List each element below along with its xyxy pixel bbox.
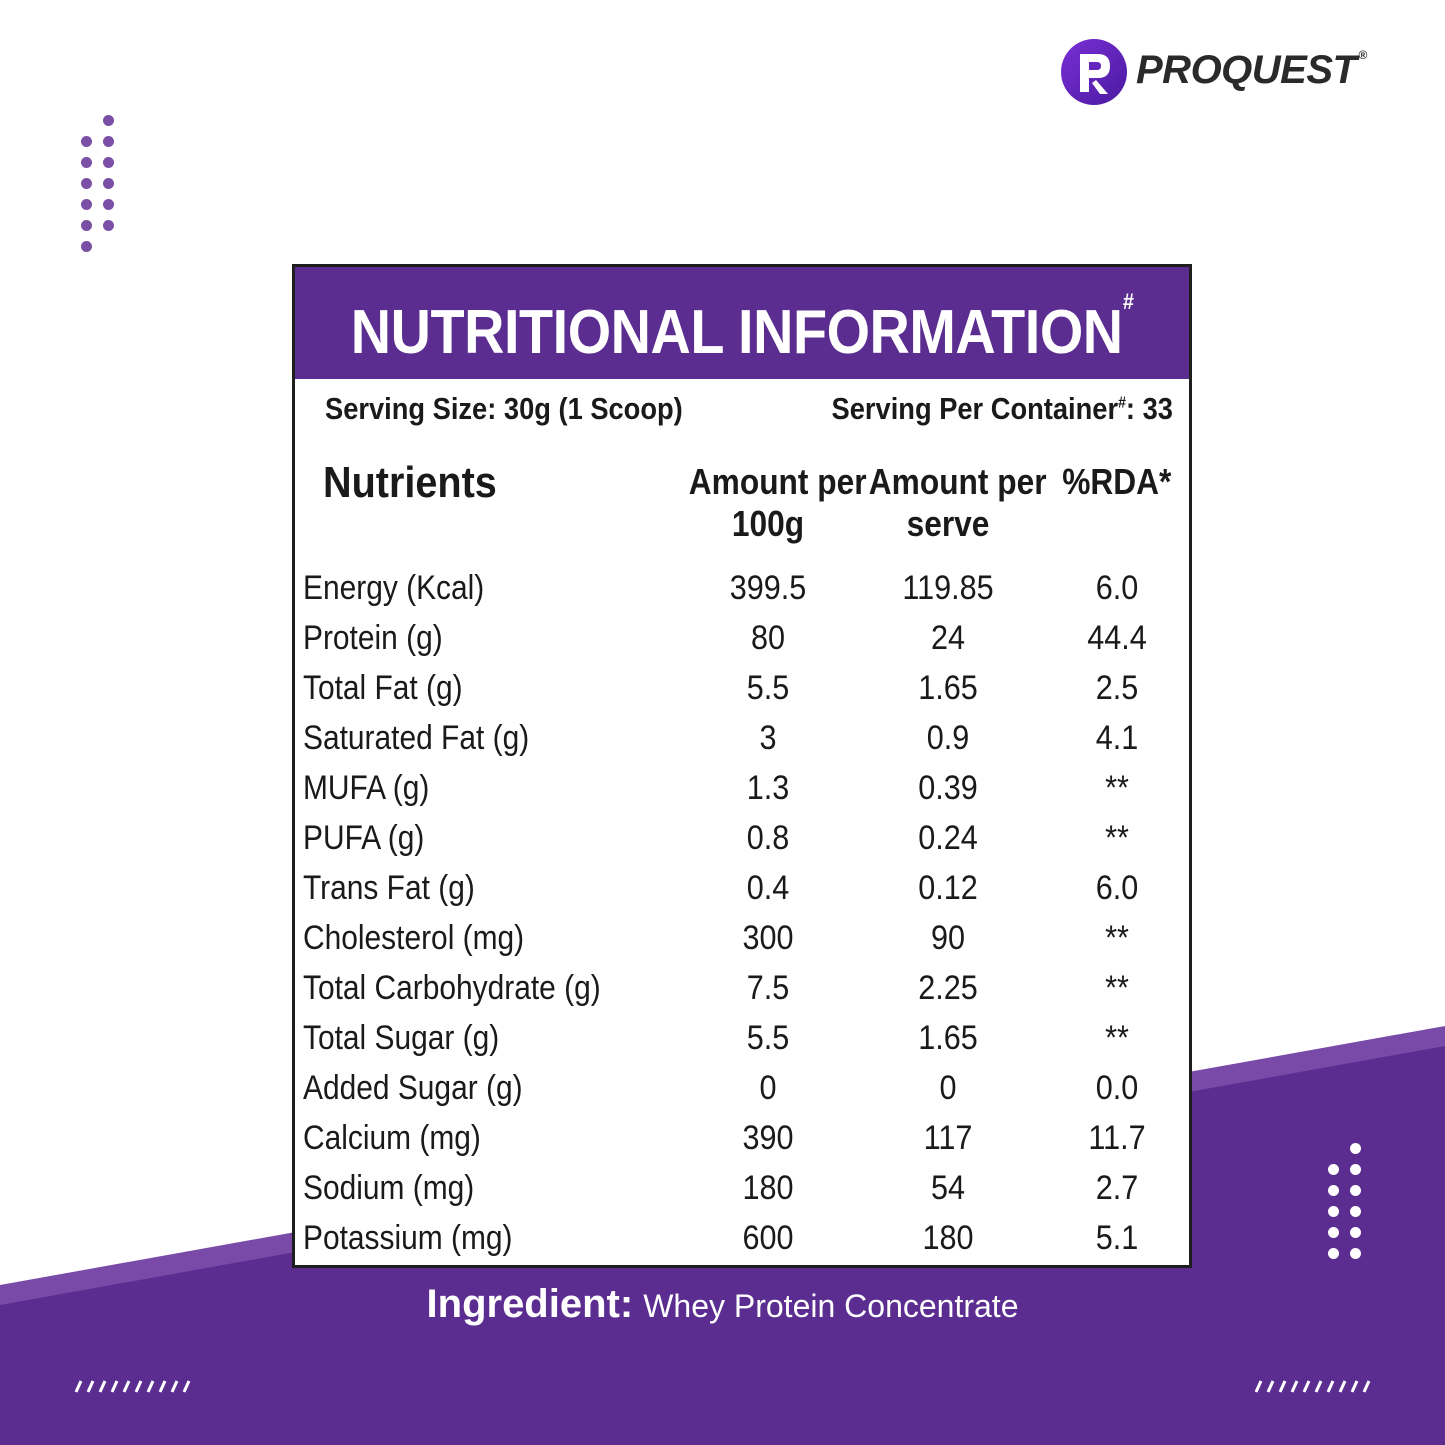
panel-title: NUTRITIONAL INFORMATION# (350, 289, 1134, 367)
table-row: Added Sugar (g) 0 0 0.0 (295, 1063, 1189, 1113)
nutrient-name: Cholesterol (mg) (303, 919, 525, 957)
table-row: Sodium (mg) 180 54 2.7 (295, 1163, 1189, 1213)
rda-value: ** (1105, 819, 1129, 857)
rda-value: 6.0 (1095, 869, 1139, 907)
amount-per-serve: 1.65 (918, 669, 978, 707)
rda-value: 5.1 (1095, 1219, 1139, 1257)
amount-per-100g: 399.5 (729, 569, 807, 607)
amount-per-100g: 5.5 (746, 669, 790, 707)
panel-header: NUTRITIONAL INFORMATION# (295, 267, 1189, 379)
nutrient-name: Sodium (mg) (303, 1169, 475, 1207)
table-row: Calcium (mg) 390 117 11.7 (295, 1113, 1189, 1163)
rda-header: %RDA* (1062, 461, 1172, 502)
amount-per-serve: 24 (930, 619, 966, 657)
amount-per-serve: 90 (930, 919, 966, 957)
dot-pattern-bottom-right (1328, 1143, 1362, 1283)
amount-per-100g: 390 (742, 1119, 794, 1157)
table-row: Cholesterol (mg) 300 90 ** (295, 913, 1189, 963)
table-row: Total Fat (g) 5.5 1.65 2.5 (295, 663, 1189, 713)
amount-per-100g: 7.5 (746, 969, 790, 1007)
nutrient-name: Potassium (mg) (303, 1219, 513, 1257)
table-row: MUFA (g) 1.3 0.39 ** (295, 763, 1189, 813)
nutrient-name: Total Sugar (g) (303, 1019, 500, 1057)
nutrition-panel: NUTRITIONAL INFORMATION# Serving Size: 3… (292, 264, 1192, 1268)
rda-value: 4.1 (1095, 719, 1139, 757)
serving-size: Serving Size: 30g (1 Scoop) (325, 391, 683, 426)
amount-per-100g: 180 (742, 1169, 794, 1207)
nutrient-name: MUFA (g) (303, 769, 430, 807)
table-row: Saturated Fat (g) 3 0.9 4.1 (295, 713, 1189, 763)
table-row: Total Carbohydrate (g) 7.5 2.25 ** (295, 963, 1189, 1013)
brand-logo: PROQUEST ® (1058, 36, 1418, 110)
amount-per-100g: 80 (750, 619, 786, 657)
ingredient-value: Whey Protein Concentrate (643, 1288, 1019, 1324)
nutrient-name: Added Sugar (g) (303, 1069, 523, 1107)
amount-per-serve: 2.25 (918, 969, 978, 1007)
amount-per-100g: 3 (759, 719, 777, 757)
nutrient-name: PUFA (g) (303, 819, 425, 857)
nutrient-name: Energy (Kcal) (303, 569, 485, 607)
amount-per-100g: 5.5 (746, 1019, 790, 1057)
ingredient-line: Ingredient: Whey Protein Concentrate (0, 1282, 1445, 1327)
rda-value: 2.5 (1095, 669, 1139, 707)
amount-per-serve: 0.12 (918, 869, 978, 907)
table-row: Protein (g) 80 24 44.4 (295, 613, 1189, 663)
rda-value: 44.4 (1087, 619, 1147, 657)
amount-per-100g: 0.8 (746, 819, 790, 857)
amount-per-serve: 1.65 (918, 1019, 978, 1057)
amount-per-serve: 180 (922, 1219, 974, 1257)
table-row: Total Sugar (g) 5.5 1.65 ** (295, 1013, 1189, 1063)
per-serve-header: Amount per serve (868, 461, 1047, 544)
amount-per-serve: 0.24 (918, 819, 978, 857)
amount-per-serve: 119.85 (902, 569, 994, 607)
proquest-logo-icon (1061, 39, 1127, 105)
brand-name: PROQUEST ® (1136, 48, 1367, 92)
nutrient-name: Total Carbohydrate (g) (303, 969, 601, 1007)
per-100g-header: Amount per 100g (688, 461, 867, 544)
ingredient-label: Ingredient: (426, 1282, 634, 1326)
amount-per-100g: 300 (742, 919, 794, 957)
rda-value: 0.0 (1095, 1069, 1139, 1107)
table-row: Trans Fat (g) 0.4 0.12 6.0 (295, 863, 1189, 913)
rda-value: 6.0 (1095, 569, 1139, 607)
servings-per-container: Serving Per Container#: 33 (831, 391, 1173, 426)
slash-marks-left (74, 1380, 191, 1393)
table-row: PUFA (g) 0.8 0.24 ** (295, 813, 1189, 863)
amount-per-100g: 0 (759, 1069, 777, 1107)
amount-per-serve: 0.39 (918, 769, 978, 807)
dot-pattern-top-left (81, 115, 115, 255)
amount-per-serve: 0.9 (926, 719, 970, 757)
nutrient-name: Trans Fat (g) (303, 869, 475, 907)
rda-value: ** (1105, 969, 1129, 1007)
amount-per-100g: 600 (742, 1219, 794, 1257)
nutrients-header: Nutrients (323, 458, 497, 507)
rda-value: ** (1105, 919, 1129, 957)
amount-per-100g: 0.4 (746, 869, 790, 907)
slash-marks-right (1254, 1380, 1371, 1393)
nutrient-table: Energy (Kcal) 399.5 119.85 6.0 Protein (g) 80… (295, 563, 1189, 1263)
nutrient-name: Protein (g) (303, 619, 443, 657)
nutrient-name: Total Fat (g) (303, 669, 463, 707)
amount-per-serve: 117 (923, 1119, 973, 1157)
nutrient-name: Saturated Fat (g) (303, 719, 530, 757)
rda-value: 2.7 (1095, 1169, 1139, 1207)
table-row: Energy (Kcal) 399.5 119.85 6.0 (295, 563, 1189, 613)
table-row: Potassium (mg) 600 180 5.1 (295, 1213, 1189, 1263)
rda-value: ** (1105, 769, 1129, 807)
amount-per-100g: 1.3 (746, 769, 790, 807)
nutrient-name: Calcium (mg) (303, 1119, 481, 1157)
rda-value: 11.7 (1088, 1119, 1146, 1157)
amount-per-serve: 54 (930, 1169, 966, 1207)
amount-per-serve: 0 (939, 1069, 957, 1107)
rda-value: ** (1105, 1019, 1129, 1057)
